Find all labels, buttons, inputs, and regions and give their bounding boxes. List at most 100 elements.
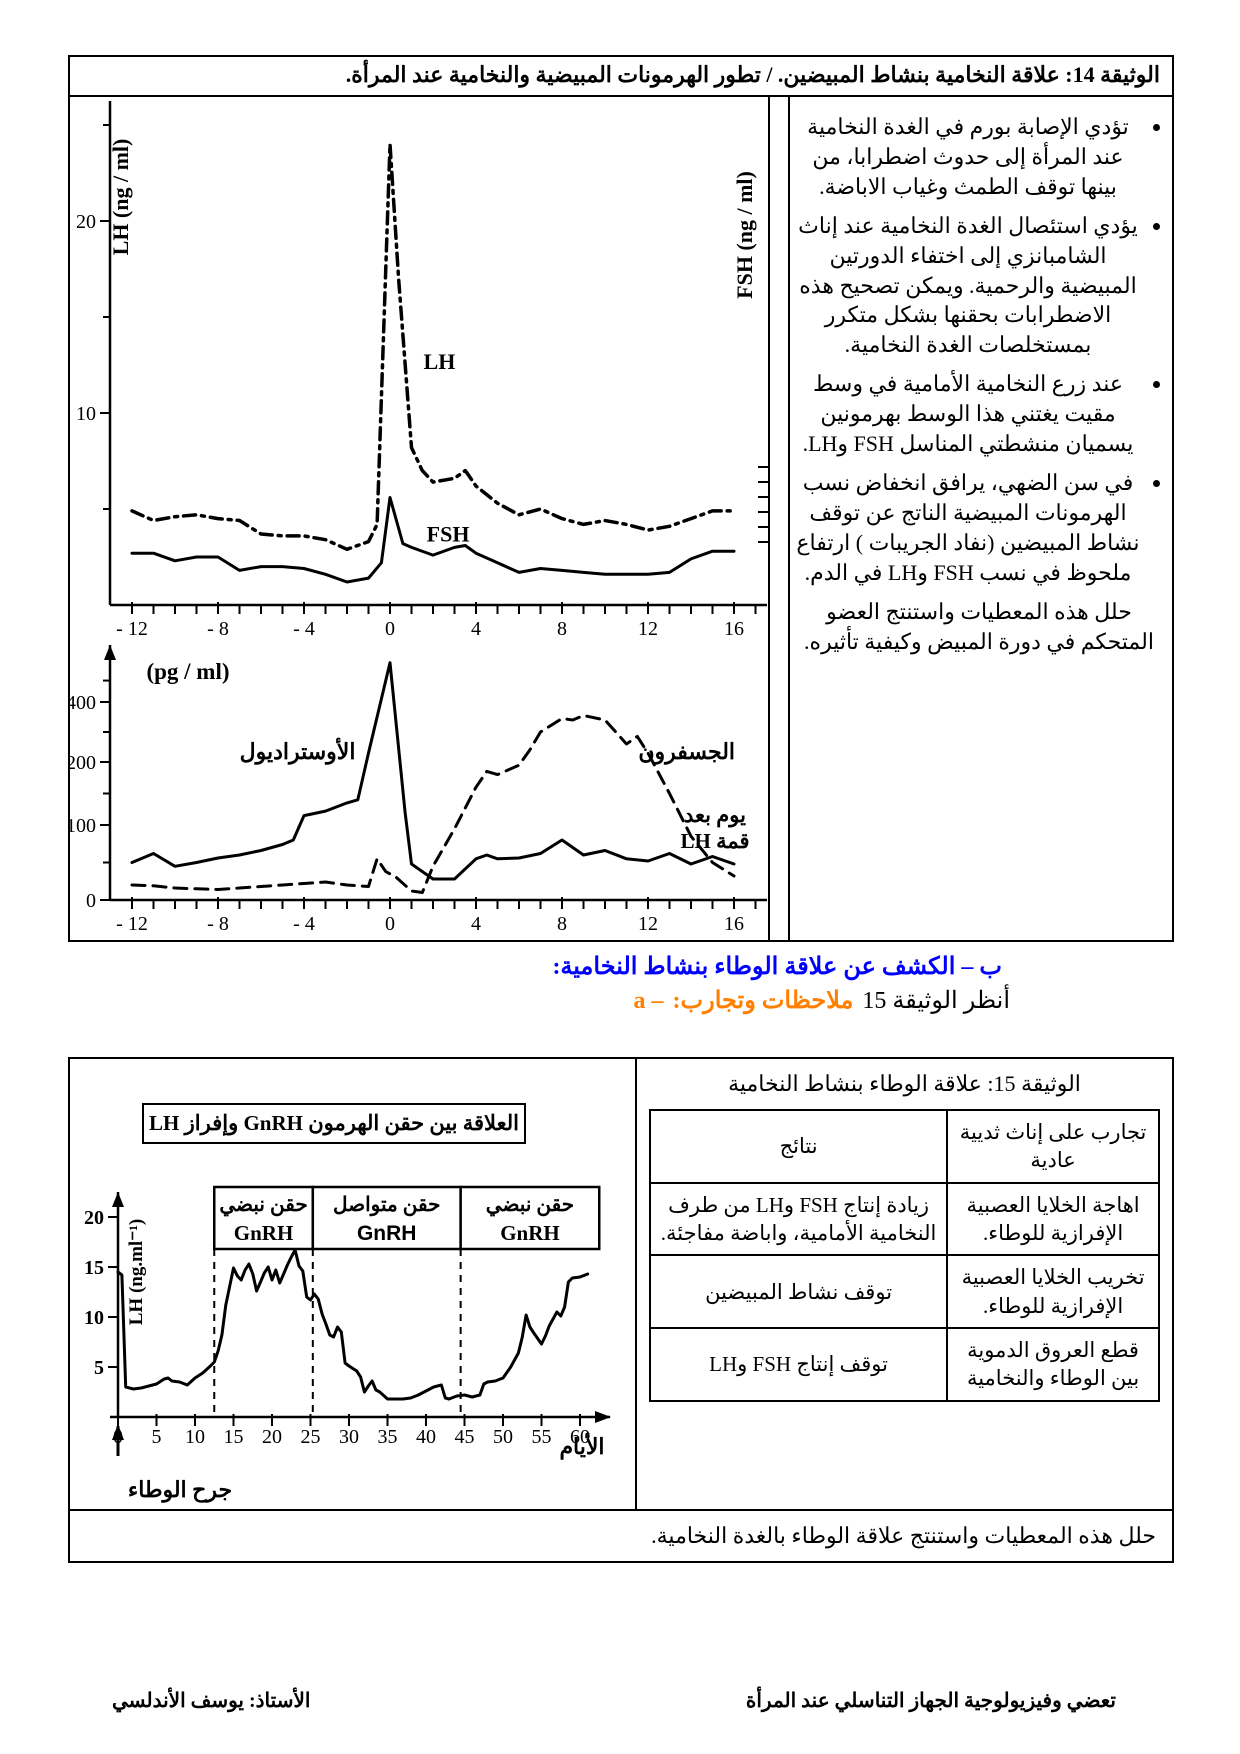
chart-ovarian-hormones: - 12 - 8 - 4 0 4 8 12 16 400 200 100 0 الأوستراديول ا… xyxy=(70,645,767,935)
doc15-main: العلاقة بين حقن الهرمون GnRH وإفراز LH 0… xyxy=(70,1059,1172,1509)
svg-text:الأوستراديول: الأوستراديول xyxy=(240,737,356,765)
svg-text:8: 8 xyxy=(557,618,567,637)
hypothalamus-lesion-label: جرح الوطاء xyxy=(127,1477,233,1502)
svg-text:FSH (ng / ml): FSH (ng / ml) xyxy=(732,171,757,299)
svg-text:- 12: - 12 xyxy=(116,618,148,637)
svg-text:15: 15 xyxy=(84,1257,104,1279)
svg-text:16: 16 xyxy=(724,913,744,935)
svg-text:0: 0 xyxy=(86,890,96,912)
doc15-chart-pane: العلاقة بين حقن الهرمون GnRH وإفراز LH 0… xyxy=(70,1059,637,1509)
svg-text:15: 15 xyxy=(224,1426,244,1448)
heading-a-note: أنظر الوثيقة 15 xyxy=(862,988,1010,1014)
svg-text:10: 10 xyxy=(185,1426,205,1448)
svg-text:100: 100 xyxy=(70,815,96,837)
svg-text:35: 35 xyxy=(378,1426,398,1448)
cell-experiment: قطع العروق الدموية بين الوطاء والنخامية xyxy=(946,1327,1160,1402)
chart-gnrh-lh: 0510152025303540455055605101520حقن نبضيG… xyxy=(84,1185,611,1460)
cell-experiment: تخريب الخلايا العصبية الإفرازية للوطاء. xyxy=(946,1254,1160,1330)
svg-text:50: 50 xyxy=(493,1426,513,1448)
svg-text:25: 25 xyxy=(301,1426,321,1448)
table-row: تخريب الخلايا العصبية الإفرازية للوطاء. … xyxy=(648,1254,1160,1330)
experiments-table: تجارب على إناث ثديية عادية نتائج اهاجة ا… xyxy=(648,1109,1160,1402)
svg-text:FSH: FSH xyxy=(427,522,470,547)
header-experiments: تجارب على إناث ثديية عادية xyxy=(946,1109,1160,1184)
svg-text:LH (ng.ml⁻¹): LH (ng.ml⁻¹) xyxy=(126,1219,147,1326)
svg-text:LH: LH xyxy=(424,349,456,374)
svg-text:16: 16 xyxy=(724,618,744,637)
bullet-item: عند زرع النخامية الأمامية في وسط مقيت يغ… xyxy=(796,369,1140,459)
heading-a-label: ملاحظات وتجارب: xyxy=(672,988,854,1014)
chart-lh-fsh: - 12 - 8 - 4 0 4 8 12 16 10 20 LH FSH LH (ng / ml) FS… xyxy=(76,101,768,637)
bullet-item: تؤدي الإصابة بورم في الغدة النخامية عند … xyxy=(796,112,1140,202)
cell-result: توقف نشاط المبيضين xyxy=(648,1254,949,1330)
table-header-row: تجارب على إناث ثديية عادية نتائج xyxy=(648,1109,1160,1184)
xaxis-note-line1: يوم بعد xyxy=(684,803,746,827)
svg-text:12: 12 xyxy=(638,913,658,935)
svg-text:45: 45 xyxy=(455,1426,475,1448)
svg-text:55: 55 xyxy=(532,1426,552,1448)
svg-text:400: 400 xyxy=(70,692,96,714)
svg-text:20: 20 xyxy=(76,211,96,233)
svg-text:LH (ng / ml): LH (ng / ml) xyxy=(108,139,133,256)
svg-text:5: 5 xyxy=(94,1357,104,1379)
doc14-notes: تؤدي الإصابة بورم في الغدة النخامية عند … xyxy=(788,97,1172,940)
footer-course-title: تعضي وفيزيولوجية الجهاز التناسلي عند الم… xyxy=(745,1690,1116,1712)
table-row: اهاجة الخلايا العصبية الإفرازية للوطاء. … xyxy=(648,1181,1160,1257)
gnrh-chart-title: العلاقة بين حقن الهرمون GnRH وإفراز LH xyxy=(142,1103,526,1144)
svg-text:الجسفرون: الجسفرون xyxy=(638,739,735,765)
svg-text:حقن نبضي: حقن نبضي xyxy=(486,1194,574,1217)
svg-text:GnRH: GnRH xyxy=(357,1222,417,1245)
svg-text:4: 4 xyxy=(471,913,481,935)
svg-text:(pg / ml): (pg / ml) xyxy=(146,659,229,684)
cell-result: توقف إنتاج FSH وLH xyxy=(648,1327,949,1402)
svg-text:GnRH: GnRH xyxy=(500,1221,560,1245)
doc14-charts-pane: - 12 - 8 - 4 0 4 8 12 16 10 20 LH FSH LH (ng / ml) FS… xyxy=(70,97,770,940)
cell-result: زيادة إنتاج FSH وLH من طرف النخامية الأم… xyxy=(648,1181,949,1257)
svg-text:10: 10 xyxy=(84,1307,104,1329)
cell-experiment: اهاجة الخلايا العصبية الإفرازية للوطاء. xyxy=(946,1181,1160,1257)
svg-text:60: 60 xyxy=(570,1426,590,1448)
heading-a: a – ملاحظات وتجارب: أنظر الوثيقة 15 xyxy=(634,986,1010,1015)
chart-b-xaxis-note: يوم بعد قمة LH xyxy=(662,802,768,855)
bullet-item: في سن الضهي، يرافق انخفاض نسب الهرمونات … xyxy=(796,468,1140,588)
header-results: نتائج xyxy=(648,1109,949,1184)
svg-text:200: 200 xyxy=(70,752,96,774)
svg-text:- 4: - 4 xyxy=(293,618,315,637)
column-gap xyxy=(770,97,788,940)
svg-text:GnRH: GnRH xyxy=(234,1221,294,1245)
doc15-title: الوثيقة 15: علاقة الوطاء بنشاط النخامية xyxy=(728,1071,1081,1096)
svg-text:12: 12 xyxy=(638,618,658,637)
doc14-bullet-list: تؤدي الإصابة بورم في الغدة النخامية عند … xyxy=(796,112,1162,588)
doc14-task: حلل هذه المعطيات واستنتج العضو المتحكم ف… xyxy=(804,598,1154,655)
svg-text:30: 30 xyxy=(339,1426,359,1448)
svg-text:0: 0 xyxy=(385,913,395,935)
svg-text:40: 40 xyxy=(416,1426,436,1448)
svg-text:حقن متواصل: حقن متواصل xyxy=(333,1194,440,1217)
footer-teacher: الأستاذ: يوسف الأندلسي xyxy=(112,1690,311,1712)
svg-text:5: 5 xyxy=(152,1426,162,1448)
svg-text:الأيام: الأيام xyxy=(559,1432,604,1460)
svg-text:8: 8 xyxy=(557,913,567,935)
doc14-body: - 12 - 8 - 4 0 4 8 12 16 10 20 LH FSH LH (ng / ml) FS… xyxy=(70,97,1172,940)
svg-text:20: 20 xyxy=(84,1207,104,1229)
xaxis-note-line2: قمة LH xyxy=(680,829,750,854)
doc14-section: الوثيقة 14: علاقة النخامية بنشاط المبيضي… xyxy=(68,55,1174,942)
svg-text:0: 0 xyxy=(385,618,395,637)
doc14-title: الوثيقة 14: علاقة النخامية بنشاط المبيضي… xyxy=(70,57,1172,97)
svg-text:4: 4 xyxy=(471,618,481,637)
svg-text:10: 10 xyxy=(76,403,96,425)
heading-b: ب – الكشف عن علاقة الوطاء بنشاط النخامية… xyxy=(552,954,1002,980)
heading-a-prefix: a – xyxy=(633,988,664,1014)
svg-text:- 4: - 4 xyxy=(293,913,315,935)
svg-text:- 8: - 8 xyxy=(207,618,229,637)
table-row: قطع العروق الدموية بين الوطاء والنخامية … xyxy=(648,1327,1160,1402)
bullet-item: يؤدي استئصال الغدة النخامية عند إناث الش… xyxy=(796,211,1140,361)
svg-text:20: 20 xyxy=(262,1426,282,1448)
svg-text:- 8: - 8 xyxy=(207,913,229,935)
doc15-task: حلل هذه المعطيات واستنتج علاقة الوطاء با… xyxy=(70,1509,1172,1561)
doc15-section: العلاقة بين حقن الهرمون GnRH وإفراز LH 0… xyxy=(68,1057,1174,1563)
doc15-right-pane: الوثيقة 15: علاقة الوطاء بنشاط النخامية … xyxy=(637,1059,1172,1509)
svg-text:- 12: - 12 xyxy=(116,913,148,935)
svg-text:حقن نبضي: حقن نبضي xyxy=(219,1194,307,1217)
